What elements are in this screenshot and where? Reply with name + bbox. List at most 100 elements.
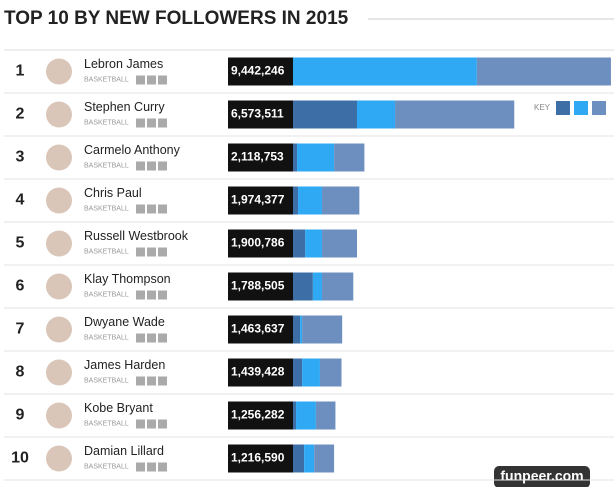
social-icon [136, 462, 145, 472]
total-box [228, 57, 293, 86]
rank: 7 [16, 321, 25, 338]
bar-segment [321, 229, 357, 258]
bar-segment [321, 186, 360, 215]
sport: BASKETBALL [84, 291, 129, 298]
social-icon [147, 161, 156, 171]
sport: BASKETBALL [84, 334, 129, 341]
bar-segment [293, 186, 299, 215]
bar-segment [302, 358, 320, 387]
social-icon [158, 333, 167, 343]
social-icon [158, 204, 167, 214]
social-icon [147, 462, 156, 472]
bar-segment [395, 100, 515, 129]
sport: BASKETBALL [84, 377, 129, 384]
watermark-box [494, 466, 590, 487]
sport: BASKETBALL [84, 76, 129, 83]
avatar [46, 445, 72, 472]
avatar [46, 402, 72, 429]
social-icon [158, 75, 167, 85]
rank: 5 [16, 235, 25, 252]
total-label: 1,216,590 [231, 451, 285, 465]
total-label: 2,118,753 [231, 150, 284, 164]
player-name: Damian Lillard [84, 444, 164, 458]
bar-segment [293, 229, 306, 258]
rank: 9 [16, 407, 25, 424]
avatar [46, 273, 72, 300]
social-icon [136, 247, 145, 257]
social-icon [158, 161, 167, 171]
social-icon [147, 204, 156, 214]
total-box [228, 143, 293, 172]
total-box [228, 358, 293, 387]
player-name: Stephen Curry [84, 100, 165, 114]
avatar [46, 316, 72, 343]
player-name: Chris Paul [84, 186, 142, 200]
avatar [46, 359, 72, 386]
total-label: 1,900,786 [231, 236, 285, 250]
social-icon [158, 376, 167, 386]
social-icon [147, 333, 156, 343]
key-label: KEY [534, 103, 551, 112]
sport: BASKETBALL [84, 248, 129, 255]
sport: BASKETBALL [84, 119, 129, 126]
total-box [228, 401, 293, 430]
bar-segment [293, 272, 313, 301]
social-icon [136, 419, 145, 429]
bar-segment [302, 315, 343, 344]
total-label: 9,442,246 [231, 64, 285, 78]
bar-segment [293, 57, 477, 86]
key-facebook [556, 101, 570, 115]
bar-segment [314, 444, 335, 473]
social-icon [158, 247, 167, 257]
social-icon [147, 290, 156, 300]
social-icon [136, 161, 145, 171]
player-name: Russell Westbrook [84, 229, 189, 243]
social-icon [147, 419, 156, 429]
social-icon [158, 462, 167, 472]
total-box [228, 100, 293, 129]
bar-segment [296, 401, 316, 430]
social-icon [136, 290, 145, 300]
avatar [46, 58, 72, 85]
avatar [46, 101, 72, 128]
bar-segment [298, 186, 322, 215]
bar-segment [315, 401, 336, 430]
bar-segment [319, 358, 342, 387]
total-label: 1,439,428 [231, 365, 285, 379]
player-name: Kobe Bryant [84, 401, 153, 415]
rank: 6 [16, 278, 25, 295]
bar-segment [293, 143, 298, 172]
rank: 10 [11, 450, 29, 467]
bar-segment [293, 315, 301, 344]
sport: BASKETBALL [84, 463, 129, 470]
total-label: 1,788,505 [231, 279, 285, 293]
player-name: James Harden [84, 358, 165, 372]
bar-segment [300, 315, 303, 344]
social-icon [147, 247, 156, 257]
total-box [228, 229, 293, 258]
total-box [228, 272, 293, 301]
social-icon [158, 290, 167, 300]
total-box [228, 444, 293, 473]
social-icon [158, 419, 167, 429]
sport: BASKETBALL [84, 205, 129, 212]
bar-segment [476, 57, 611, 86]
key-instagram [592, 101, 606, 115]
player-name: Klay Thompson [84, 272, 171, 286]
rank: 2 [16, 106, 25, 123]
bar-segment [293, 100, 357, 129]
social-icon [136, 75, 145, 85]
social-icon [158, 118, 167, 128]
player-name: Dwyane Wade [84, 315, 165, 329]
key-twitter [574, 101, 588, 115]
social-icon [147, 376, 156, 386]
player-name: Lebron James [84, 57, 163, 71]
watermark: funpeer.com [500, 468, 583, 484]
social-icon [147, 118, 156, 128]
title: TOP 10 BY NEW FOLLOWERS IN 2015 [4, 8, 349, 29]
bar-segment [293, 358, 303, 387]
sport: BASKETBALL [84, 162, 129, 169]
total-label: 6,573,511 [231, 107, 284, 121]
bar-segment [305, 229, 322, 258]
bar-segment [312, 272, 322, 301]
